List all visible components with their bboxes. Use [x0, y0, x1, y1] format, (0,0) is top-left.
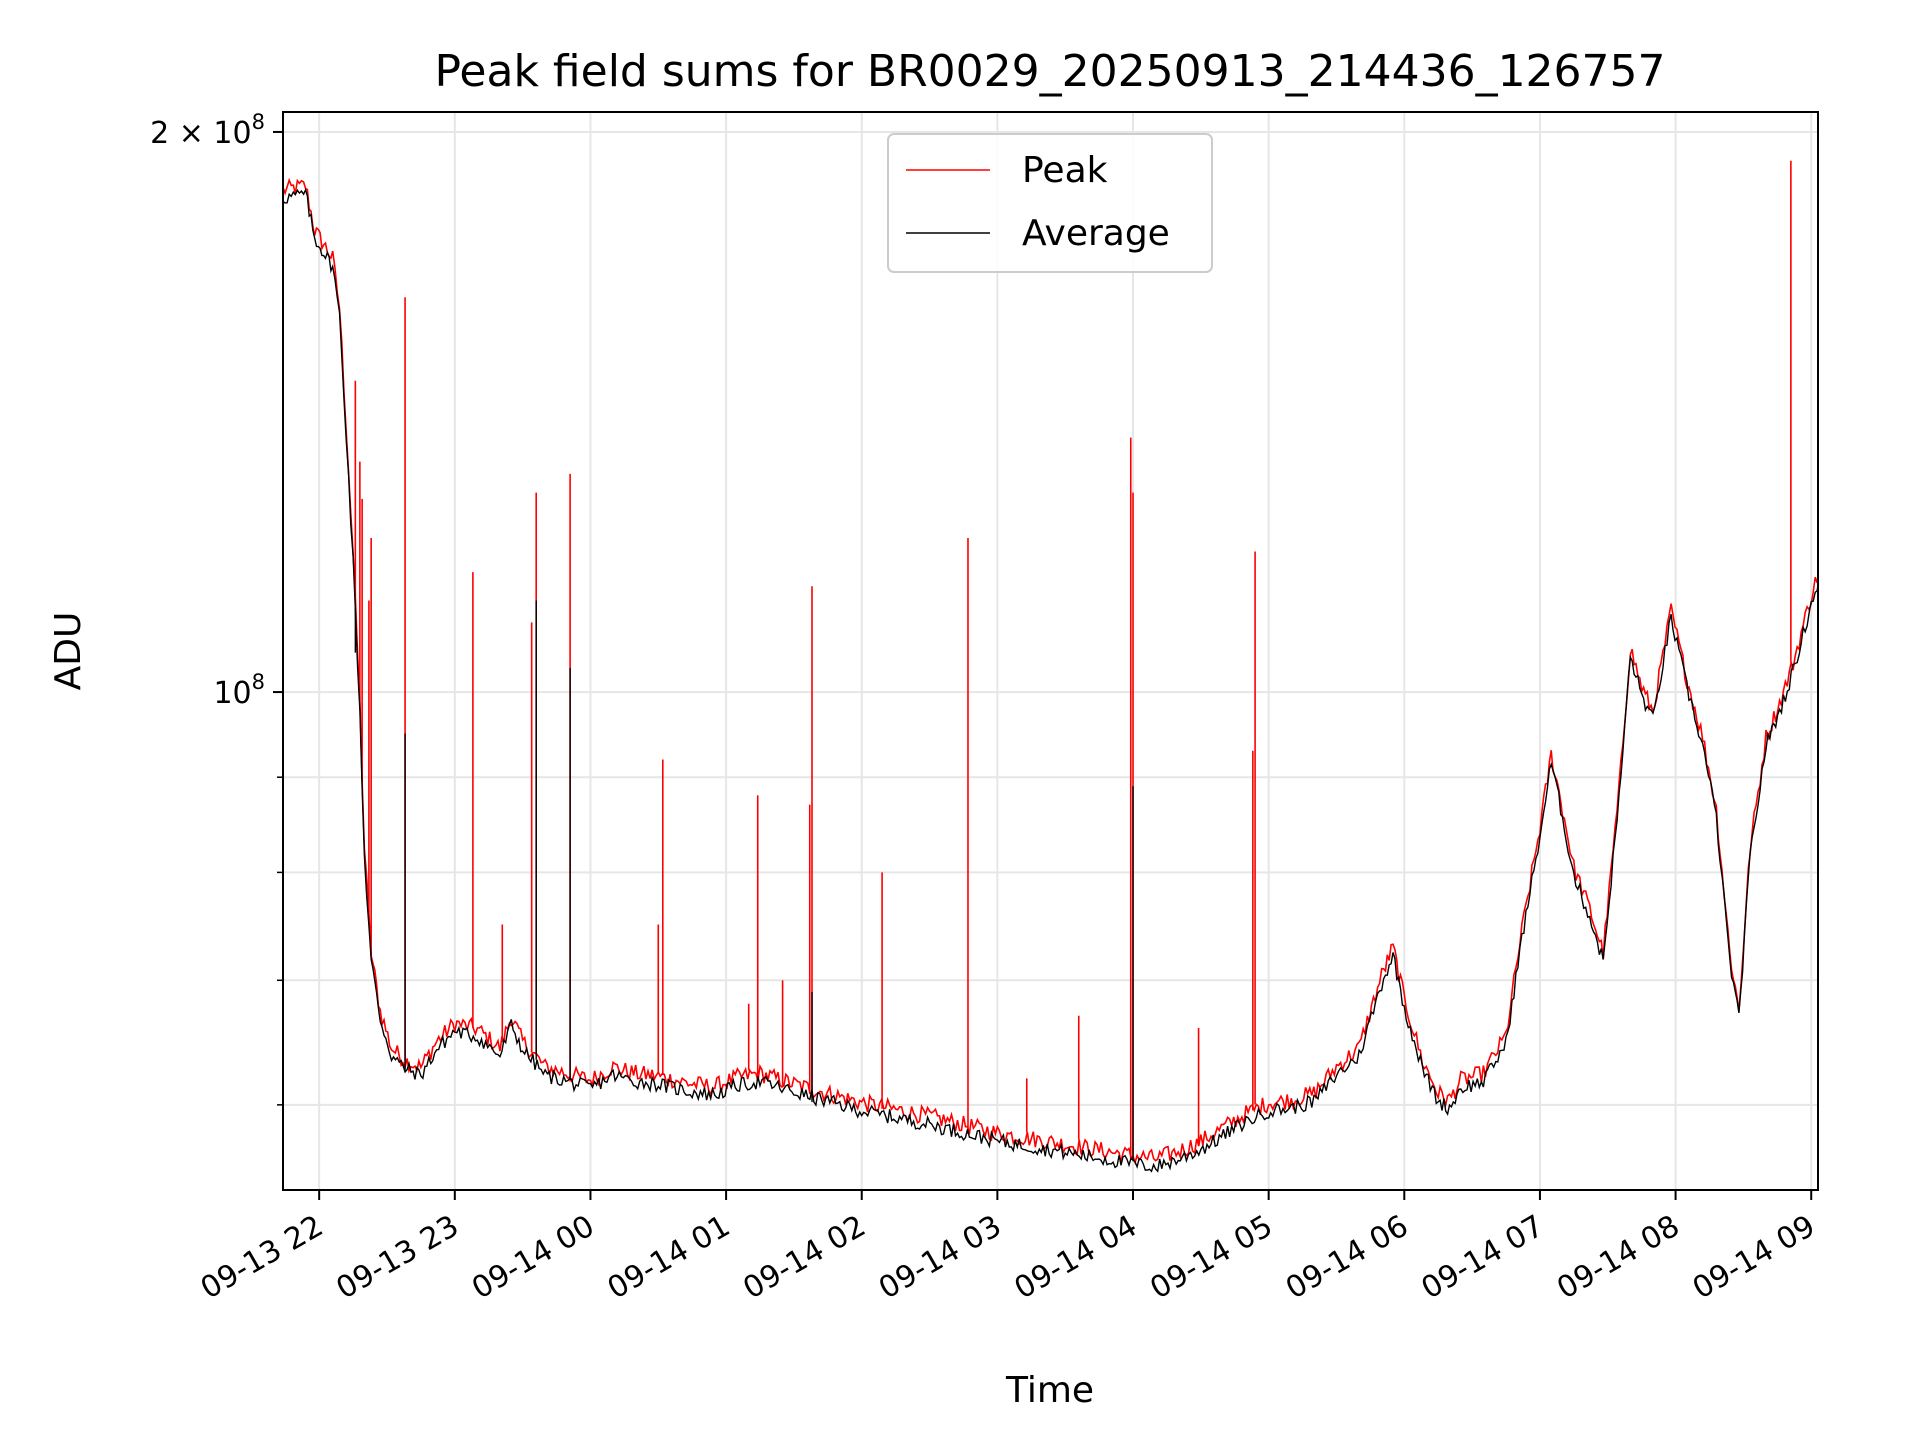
x-tick-label: 09-14 02 [737, 1209, 871, 1307]
x-axis-label: Time [1005, 1370, 1094, 1411]
x-tick-label: 09-14 07 [1416, 1209, 1550, 1307]
x-axis-ticks: 09-13 22 09-13 23 09-14 00 09-14 01 09-14 02… [195, 1190, 1821, 1306]
y-axis-label: ADU [48, 612, 89, 691]
plot-frame [282, 111, 1819, 1191]
legend: Peak Average [887, 133, 1213, 273]
grid-lines [283, 112, 1818, 1190]
x-tick-label: 09-14 06 [1280, 1209, 1414, 1307]
x-tick-label: 09-14 00 [466, 1209, 600, 1307]
legend-box [887, 133, 1213, 273]
x-tick-label: 09-13 22 [195, 1209, 329, 1307]
x-tick-label: 09-14 08 [1551, 1209, 1685, 1307]
legend-average-label: Average [1022, 213, 1170, 254]
x-tick-label: 09-14 05 [1144, 1209, 1278, 1307]
plot-area [283, 160, 1818, 1173]
x-tick-label: 09-14 04 [1009, 1209, 1143, 1307]
x-tick-label: 09-14 03 [873, 1209, 1007, 1307]
chart-title: Peak field sums for BR0029_20250913_2144… [434, 46, 1665, 97]
y-tick-label: 2 × 108 [150, 110, 265, 151]
series-line-peak [283, 177, 1818, 1166]
x-tick-label: 09-13 23 [330, 1209, 464, 1307]
legend-peak-label: Peak [1022, 150, 1108, 191]
x-tick-label: 09-14 09 [1687, 1209, 1821, 1307]
series-line-average [283, 187, 1818, 1173]
x-tick-label: 09-14 01 [602, 1209, 736, 1307]
y-axis-ticks: 108 2 × 108 [150, 110, 283, 1106]
y-tick-label: 108 [213, 670, 265, 711]
